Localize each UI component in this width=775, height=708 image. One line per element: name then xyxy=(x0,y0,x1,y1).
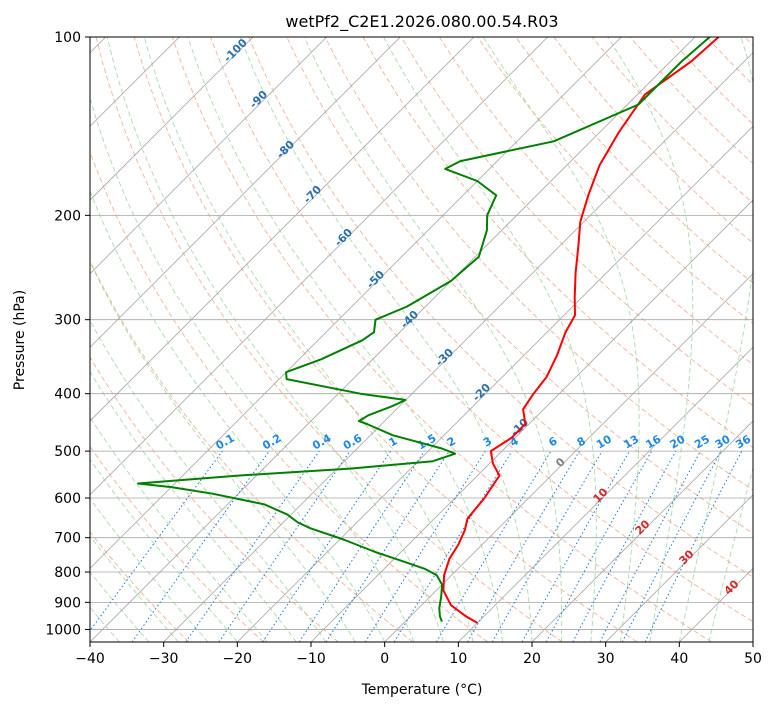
mixing-ratio-line xyxy=(325,450,450,642)
moist-adiabat-line xyxy=(303,37,563,642)
mixing-ratio-line xyxy=(545,450,653,642)
x-tick-label: −30 xyxy=(149,651,179,667)
isotherm-line xyxy=(90,37,254,201)
isotherm-line xyxy=(90,37,696,642)
moist-adiabat-line xyxy=(90,458,238,642)
dry-adiabat-line xyxy=(90,150,488,642)
y-tick-label: 700 xyxy=(54,531,81,547)
y-tick-label: 900 xyxy=(54,595,81,611)
dry-adiabat-line xyxy=(171,37,712,642)
mixing-ratio-line xyxy=(218,450,351,642)
x-axis-ticks: −40 −30 −20 −10 0 10 20 30 40 50 xyxy=(75,642,762,667)
isotherm-line xyxy=(163,52,753,642)
dry-adiabat-line xyxy=(95,37,563,642)
x-axis-title: Temperature (°C) xyxy=(361,682,483,698)
mixing-ratio-line xyxy=(298,450,425,642)
y-tick-label: 100 xyxy=(54,30,81,46)
isotherm-line xyxy=(384,273,753,642)
dry-adiabat-line xyxy=(400,37,753,407)
mixing-ratio-line xyxy=(521,450,630,642)
moist-adiabat-line xyxy=(607,37,694,642)
mixing-ratio-line xyxy=(185,450,320,642)
isotherm-line xyxy=(90,37,401,348)
plot-frame xyxy=(89,36,754,643)
x-tick-label: 20 xyxy=(523,651,541,667)
isotherm-line xyxy=(310,199,753,642)
y-tick-label: 400 xyxy=(54,387,81,403)
y-axis-title: Pressure (hPa) xyxy=(12,290,28,390)
y-tick-label: 800 xyxy=(54,565,81,581)
x-tick-label: −40 xyxy=(75,651,105,667)
moist-adiabat-line xyxy=(143,37,474,642)
dewpoint-profile-line xyxy=(137,37,711,622)
y-axis-ticks: 100 200 300 400 500 600 700 800 900 1000 xyxy=(45,30,90,638)
x-tick-label: 30 xyxy=(597,651,615,667)
y-tick-label: 200 xyxy=(54,208,81,224)
x-tick-label: 50 xyxy=(744,651,762,667)
isotherm-line xyxy=(531,420,753,642)
isotherm-line xyxy=(90,37,475,422)
mixing-ratio-lines xyxy=(90,450,743,642)
moist-adiabat-line xyxy=(239,37,533,642)
temperature-profile-line xyxy=(442,37,720,624)
dry-adiabat-line xyxy=(133,37,638,642)
mixing-ratio-line xyxy=(131,450,270,642)
isotherm-line xyxy=(458,346,753,642)
moist-adiabat-line xyxy=(106,37,445,642)
moist-adiabat-line xyxy=(90,416,268,642)
dry-adiabat-line xyxy=(248,37,753,578)
dry-adiabat-line xyxy=(439,37,753,365)
mixing-ratio-line xyxy=(393,450,513,642)
profile-series xyxy=(137,37,720,624)
isotherm-line xyxy=(90,37,328,275)
mixing-ratio-line xyxy=(262,450,392,642)
x-tick-label: −20 xyxy=(223,651,253,667)
dry-adiabat-line xyxy=(90,356,339,642)
mixing-ratio-line xyxy=(572,450,677,642)
plot-area: -100-90-80-70-60-50-40-30-20-100.1 0.2 0.4… xyxy=(90,37,753,642)
chart-title: wetPf2_C2E1.2026.080.00.54.R03 xyxy=(285,12,558,32)
x-tick-label: 0 xyxy=(380,651,389,667)
mixing-ratio-line xyxy=(644,450,743,642)
moist-adiabat-line xyxy=(708,466,753,642)
dry-adiabat-line xyxy=(324,37,753,491)
y-tick-label: 300 xyxy=(54,313,81,329)
x-tick-label: 10 xyxy=(449,651,467,667)
mixing-ratio-label: 36 xyxy=(733,432,753,451)
dry-adiabat-line xyxy=(90,531,190,642)
y-tick-label: 600 xyxy=(54,491,81,507)
y-tick-label: 500 xyxy=(54,444,81,460)
moist-adiabat-line xyxy=(90,260,356,642)
moist-adiabat-line xyxy=(187,37,503,642)
x-tick-label: 40 xyxy=(670,651,688,667)
moist-adiabat-line xyxy=(90,319,327,642)
isotherm-line xyxy=(90,37,622,569)
isotherms xyxy=(90,37,753,642)
moist-adiabat-line xyxy=(678,37,753,642)
dry-adiabat-line xyxy=(210,37,753,623)
dry-adiabat-line xyxy=(515,37,753,284)
moist-adiabat-line xyxy=(383,37,597,642)
x-tick-label: −10 xyxy=(296,651,326,667)
mixing-ratio-line xyxy=(90,450,223,632)
dry-adiabat-line xyxy=(90,445,264,642)
isotherm-line xyxy=(605,494,753,642)
isotherm-line xyxy=(90,37,549,496)
y-tick-label: 1000 xyxy=(45,622,81,638)
moist-adiabat-line xyxy=(483,37,640,642)
